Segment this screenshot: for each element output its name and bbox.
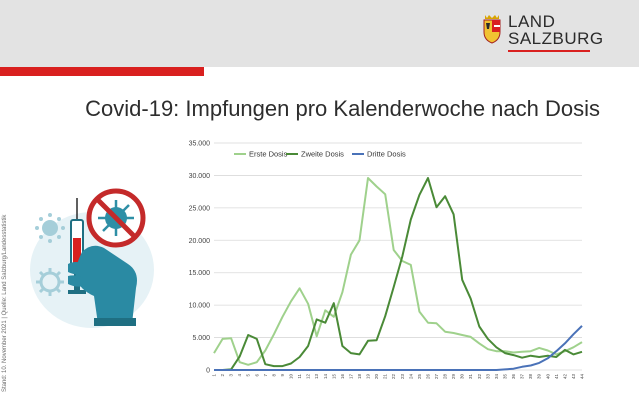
no-virus-icon (86, 188, 146, 248)
y-axis-labels: 0 5.000 10.000 15.000 20.000 25.000 30.000 35.0… (189, 141, 211, 375)
y-tick-label: 30.000 (189, 173, 211, 180)
land-salzburg-logo: LAND SALZBURG (481, 12, 611, 54)
x-tick-label: 41 (554, 374, 559, 380)
x-tick-label: 40 (545, 374, 550, 380)
x-tick-label: 27 (434, 374, 439, 380)
vaccination-illustration (30, 188, 154, 328)
chart-legend: Erste Dosis Zweite Dosis Dritte Dosis (234, 150, 406, 159)
x-tick-label: 26 (425, 374, 430, 380)
x-tick-label: 37 (520, 374, 525, 380)
x-tick-label: 44 (580, 374, 585, 380)
chart-grid (214, 142, 582, 371)
x-tick-label: 18 (357, 374, 362, 380)
series-line-3 (214, 325, 583, 371)
x-tick-label: 29 (451, 374, 456, 380)
x-tick-label: 16 (340, 374, 345, 380)
x-axis-labels: 1 2 3 4 5 6 7 8 9 10 11 12 13 14 15 16 17 18 19 20 21 22 23 24 2… (212, 374, 585, 380)
x-tick-label: 23 (400, 374, 405, 380)
legend-label: Zweite Dosis (301, 150, 344, 159)
y-tick-label: 10.000 (189, 303, 211, 310)
x-tick-label: 28 (443, 374, 448, 380)
x-tick-label: 38 (528, 374, 533, 380)
chart-series (213, 177, 583, 371)
accent-bar (0, 67, 204, 76)
x-tick-label: 25 (417, 374, 422, 380)
header-band (0, 0, 639, 67)
x-tick-label: 2 (220, 374, 225, 377)
y-tick-label: 35.000 (189, 141, 211, 148)
logo-underline (508, 50, 590, 52)
x-tick-label: 19 (366, 374, 371, 380)
x-tick-label: 4 (237, 374, 242, 377)
x-tick-label: 20 (374, 374, 379, 380)
x-tick-label: 39 (537, 374, 542, 380)
logo-text-land: LAND (508, 12, 556, 31)
x-tick-label: 34 (494, 374, 499, 380)
x-tick-label: 7 (263, 374, 268, 377)
x-tick-label: 8 (271, 374, 276, 377)
x-tick-label: 13 (314, 374, 319, 380)
y-tick-label: 0 (206, 368, 210, 375)
series-line-1 (213, 177, 583, 366)
source-note: Stand: 10. November 2021 | Quelle: Land … (2, 214, 8, 392)
x-tick-label: 31 (468, 374, 473, 380)
x-tick-label: 12 (306, 374, 311, 380)
x-tick-label: 5 (246, 374, 251, 377)
virus-icon (35, 213, 65, 243)
series-line-2 (214, 177, 583, 371)
x-tick-label: 24 (408, 374, 413, 380)
y-tick-label: 5.000 (192, 335, 210, 342)
x-tick-label: 14 (323, 374, 328, 380)
x-tick-label: 1 (212, 374, 217, 377)
y-tick-label: 15.000 (189, 270, 211, 277)
y-tick-label: 20.000 (189, 238, 211, 245)
x-tick-label: 11 (297, 374, 302, 379)
x-tick-label: 33 (485, 374, 490, 380)
x-tick-label: 6 (254, 374, 259, 377)
hand-icon (68, 245, 137, 326)
x-tick-label: 17 (348, 374, 353, 380)
page-title: Covid-19: Impfungen pro Kalenderwoche na… (85, 96, 600, 121)
logo-text-salzburg: SALZBURG (508, 29, 604, 48)
coat-of-arms-icon (483, 15, 501, 44)
gear-icon (36, 268, 64, 296)
x-tick-label: 36 (511, 374, 516, 380)
x-tick-label: 3 (229, 374, 234, 377)
x-tick-label: 43 (571, 374, 576, 380)
x-tick-label: 15 (331, 374, 336, 380)
legend-label: Dritte Dosis (367, 150, 406, 159)
vaccination-line-chart: 0 5.000 10.000 15.000 20.000 25.000 30.000 35.0… (189, 141, 585, 380)
x-tick-label: 42 (562, 374, 567, 380)
x-tick-label: 32 (477, 374, 482, 380)
x-tick-label: 21 (383, 374, 388, 380)
x-tick-label: 30 (460, 374, 465, 380)
x-tick-label: 35 (502, 374, 507, 380)
legend-label: Erste Dosis (249, 150, 288, 159)
y-tick-label: 25.000 (189, 205, 211, 212)
x-tick-label: 22 (391, 374, 396, 380)
x-tick-label: 10 (289, 374, 294, 380)
x-tick-label: 9 (280, 374, 285, 377)
